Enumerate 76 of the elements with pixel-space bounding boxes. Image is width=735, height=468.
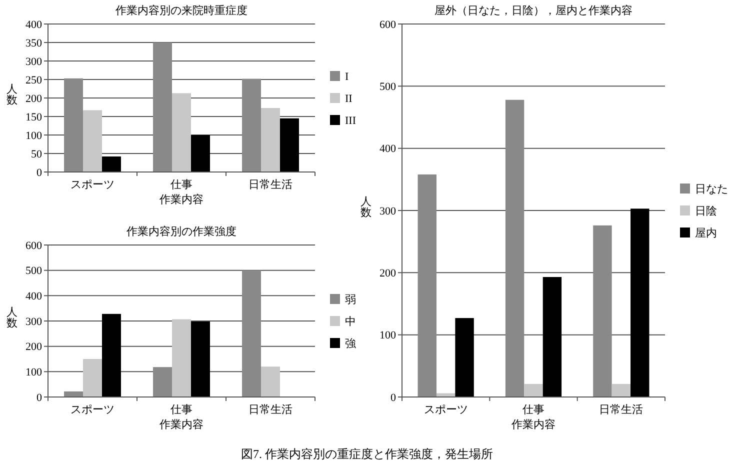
bar bbox=[83, 110, 102, 172]
y-tick-label: 200 bbox=[26, 92, 42, 105]
x-tick-label: スポーツ bbox=[70, 404, 114, 416]
x-tick-label: 仕事 bbox=[522, 403, 544, 416]
bar bbox=[64, 391, 84, 397]
bar bbox=[524, 384, 543, 397]
legend-label: 中 bbox=[345, 314, 356, 328]
bar bbox=[242, 270, 262, 397]
y-tick-label: 100 bbox=[26, 366, 42, 379]
x-axis-title: 作業内容 bbox=[158, 193, 204, 206]
y-tick-label: 500 bbox=[380, 81, 396, 94]
bar bbox=[242, 78, 262, 172]
chart-title: 屋外（日なた，日陰），屋内と作業内容 bbox=[434, 4, 632, 17]
legend-label: 弱 bbox=[345, 294, 356, 306]
bar bbox=[64, 78, 84, 172]
bar bbox=[630, 208, 650, 397]
y-tick-label: 300 bbox=[380, 205, 396, 218]
y-tick-label: 350 bbox=[26, 37, 42, 50]
y-tick-label: 300 bbox=[26, 56, 42, 68]
y-tick-label: 250 bbox=[26, 74, 42, 86]
y-tick-label: 400 bbox=[380, 143, 396, 156]
bar bbox=[261, 366, 280, 397]
bar bbox=[280, 118, 299, 172]
bar bbox=[455, 318, 474, 397]
y-axis-title: 人数 bbox=[6, 306, 18, 330]
x-tick-label: 日常生活 bbox=[248, 178, 292, 191]
legend-label: 日なた bbox=[695, 183, 728, 196]
caption: 図7. 作業内容別の重症度と作業強度，発生場所 bbox=[241, 447, 493, 461]
y-axis-title: 人数 bbox=[360, 196, 372, 219]
bar bbox=[172, 319, 191, 397]
bar bbox=[102, 314, 121, 397]
legend-label: 屋内 bbox=[695, 226, 717, 240]
bar bbox=[190, 135, 210, 172]
bar bbox=[261, 108, 280, 172]
bar bbox=[83, 359, 102, 397]
chart-title: 作業内容別の来院時重症度 bbox=[114, 4, 248, 17]
y-tick-label: 0 bbox=[36, 392, 42, 404]
y-tick-label: 300 bbox=[26, 316, 42, 328]
chart-title: 作業内容別の作業強度 bbox=[126, 225, 236, 238]
y-tick-label: 400 bbox=[26, 18, 42, 31]
x-tick-label: スポーツ bbox=[70, 179, 114, 191]
legend-label: II bbox=[345, 92, 353, 105]
y-tick-label: 50 bbox=[31, 148, 42, 160]
x-tick-label: 仕事 bbox=[170, 403, 192, 416]
legend-label: 日陰 bbox=[695, 205, 717, 218]
x-tick-label: 日常生活 bbox=[599, 403, 644, 416]
x-tick-label: 仕事 bbox=[170, 178, 192, 191]
x-tick-label: 日常生活 bbox=[248, 403, 292, 416]
bar bbox=[542, 277, 562, 397]
y-tick-label: 500 bbox=[26, 265, 42, 278]
legend-label: III bbox=[345, 114, 356, 127]
y-tick-label: 200 bbox=[380, 268, 396, 280]
bar bbox=[612, 384, 631, 397]
bar bbox=[153, 367, 172, 397]
y-tick-label: 200 bbox=[26, 341, 42, 354]
bar bbox=[190, 322, 210, 397]
x-tick-label: スポーツ bbox=[424, 404, 468, 416]
legend-label: I bbox=[345, 70, 349, 83]
y-tick-label: 150 bbox=[26, 111, 42, 124]
x-axis-title: 作業内容 bbox=[158, 418, 204, 431]
x-axis-title: 作業内容 bbox=[510, 418, 556, 431]
y-tick-label: 400 bbox=[26, 290, 42, 303]
y-tick-label: 600 bbox=[26, 240, 42, 252]
bar bbox=[505, 100, 524, 397]
bar bbox=[593, 225, 612, 397]
bar bbox=[172, 93, 191, 172]
y-tick-label: 100 bbox=[380, 330, 396, 342]
y-tick-label: 0 bbox=[390, 392, 396, 404]
y-axis-title: 人数 bbox=[6, 84, 18, 106]
bar bbox=[102, 156, 121, 172]
y-tick-label: 100 bbox=[26, 130, 42, 142]
bar bbox=[418, 174, 436, 397]
y-tick-label: 600 bbox=[380, 18, 396, 31]
y-tick-label: 0 bbox=[36, 166, 42, 179]
legend-label: 強 bbox=[345, 338, 356, 350]
bar bbox=[153, 42, 172, 172]
